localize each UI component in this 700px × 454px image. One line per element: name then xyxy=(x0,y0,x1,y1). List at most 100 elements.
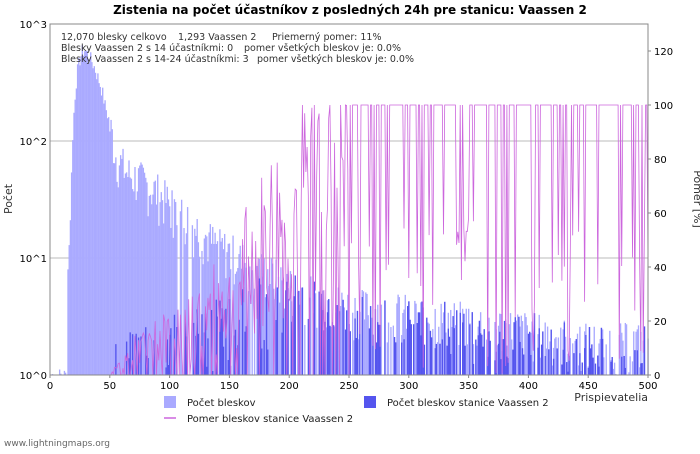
bar-station xyxy=(439,344,440,375)
legend-label-ratio: Pomer bleskov stanice Vaassen 2 xyxy=(187,414,353,425)
bar-station xyxy=(564,322,565,375)
x-tick-label: 400 xyxy=(519,381,538,392)
bar-station xyxy=(472,312,473,375)
bar-total xyxy=(572,343,573,375)
bar-total xyxy=(614,363,615,375)
bar-total xyxy=(252,270,253,375)
bar-total xyxy=(344,307,345,375)
bar-station xyxy=(436,344,437,375)
bar-total xyxy=(284,308,285,375)
bar-total xyxy=(80,56,81,375)
bar-station xyxy=(409,320,410,375)
bar-total xyxy=(626,324,627,375)
bar-station xyxy=(513,322,514,375)
bar-total xyxy=(547,327,548,375)
bar-total xyxy=(83,56,84,375)
bar-station xyxy=(598,367,599,375)
bar-total xyxy=(546,349,547,375)
bar-station xyxy=(244,332,245,375)
bar-station xyxy=(482,347,483,375)
bar-total xyxy=(438,327,439,375)
bar-station xyxy=(637,350,638,375)
bar-total xyxy=(393,326,394,375)
bar-station xyxy=(518,317,519,375)
legend-swatch-total xyxy=(164,396,176,408)
bar-total xyxy=(594,327,595,375)
bar-total xyxy=(112,129,113,375)
bar-total xyxy=(600,339,601,375)
bar-station xyxy=(460,313,461,375)
bar-total xyxy=(72,140,73,375)
bar-total xyxy=(152,195,153,375)
bar-station xyxy=(469,324,470,375)
bar-total xyxy=(224,234,225,375)
bar-total xyxy=(497,345,498,375)
bar-total xyxy=(97,73,98,375)
bar-total xyxy=(554,339,555,375)
bar-total xyxy=(304,325,305,375)
bar-station xyxy=(562,350,563,375)
bar-total xyxy=(96,79,97,375)
bar-station xyxy=(545,356,546,375)
bar-total xyxy=(511,339,512,375)
bar-total xyxy=(510,313,511,375)
bar-total xyxy=(560,328,561,375)
x-tick-label: 100 xyxy=(160,381,179,392)
y-axis-right-label: Pomer [%] xyxy=(691,170,700,228)
bar-station xyxy=(537,348,538,375)
bar-station xyxy=(452,316,453,375)
bar-station xyxy=(384,300,385,375)
x-tick-label: 0 xyxy=(47,381,53,392)
bar-station xyxy=(266,294,267,375)
bar-station xyxy=(314,282,315,375)
x-tick-label: 150 xyxy=(220,381,239,392)
bar-total xyxy=(527,325,528,375)
bar-total xyxy=(552,366,553,375)
bar-total xyxy=(101,96,102,375)
bar-total xyxy=(95,73,96,375)
bar-station xyxy=(206,367,207,375)
bar-total xyxy=(363,291,364,375)
bar-total xyxy=(124,178,125,375)
bar-total xyxy=(533,361,534,375)
bar-station xyxy=(456,310,457,375)
y-left-tick-label: 10^2 xyxy=(20,137,47,148)
bar-station xyxy=(342,300,343,375)
bar-total xyxy=(443,312,444,375)
bar-station xyxy=(454,328,455,375)
bar-station xyxy=(378,325,379,375)
bar-total xyxy=(455,325,456,375)
bar-total xyxy=(633,331,634,375)
bar-station xyxy=(528,334,529,375)
bar-total xyxy=(606,344,607,375)
bar-total xyxy=(119,165,120,375)
bar-station xyxy=(411,324,412,375)
bar-total xyxy=(340,306,341,375)
bar-total xyxy=(110,120,111,375)
bar-station xyxy=(407,306,408,375)
x-tick-label: 50 xyxy=(103,381,116,392)
bar-station xyxy=(506,357,507,375)
bar-total xyxy=(574,341,575,375)
bar-station xyxy=(591,344,592,375)
bar-total xyxy=(399,297,400,375)
bar-station xyxy=(165,367,166,375)
bar-station xyxy=(590,348,591,375)
bar-total xyxy=(516,321,517,375)
bar-station xyxy=(464,346,465,375)
bar-total xyxy=(77,64,78,375)
bar-station xyxy=(275,320,276,375)
bar-station xyxy=(561,364,562,375)
y-right-tick-label: 120 xyxy=(654,47,673,58)
bar-total xyxy=(76,88,77,375)
bar-station xyxy=(198,334,199,375)
bar-total xyxy=(79,65,80,375)
bar-station xyxy=(551,330,552,375)
bar-total xyxy=(118,187,119,375)
bar-station xyxy=(475,340,476,375)
bar-total xyxy=(59,370,60,375)
bar-total xyxy=(150,195,151,375)
bar-total xyxy=(139,166,140,375)
bar-total xyxy=(578,365,579,375)
